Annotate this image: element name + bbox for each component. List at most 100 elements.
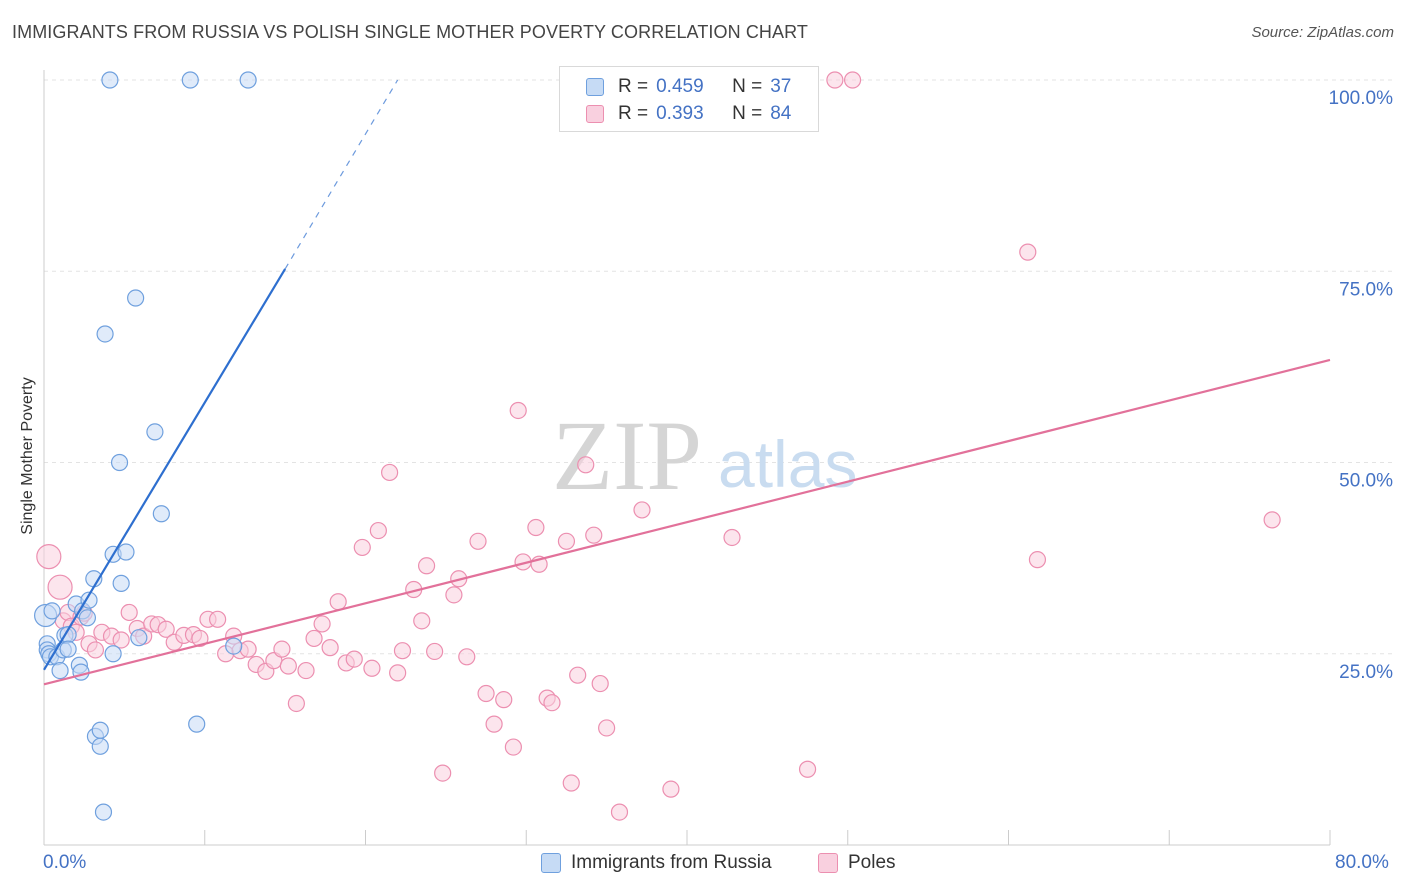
- poles-point: [112, 631, 130, 649]
- poles-point: [458, 648, 476, 666]
- russia-point: [43, 602, 61, 620]
- poles-point: [305, 629, 323, 648]
- russia-point: [239, 71, 257, 89]
- russia-point: [91, 721, 109, 739]
- series-label-poles: Poles: [848, 852, 896, 873]
- y-tick-label: 75.0%: [1339, 279, 1393, 300]
- poles-point: [1019, 243, 1037, 261]
- poles-point: [633, 501, 651, 519]
- poles-point: [36, 543, 62, 570]
- russia-point: [91, 737, 109, 755]
- russia-point: [181, 71, 199, 89]
- poles-point: [557, 532, 576, 550]
- poles-point: [434, 764, 452, 782]
- gridlines: [44, 79, 1395, 655]
- correlation-legend: R = 0.459 N = 37 R = 0.393 N = 84: [559, 66, 819, 132]
- poles-point: [345, 650, 363, 668]
- russia-point: [117, 543, 135, 561]
- poles-point: [591, 674, 609, 693]
- poles-point: [527, 518, 545, 537]
- poles-point: [120, 603, 138, 622]
- y-tick-labels: 100.0% 75.0% 50.0% 25.0%: [1329, 88, 1394, 683]
- poles-point: [477, 684, 495, 703]
- poles-point: [313, 615, 331, 633]
- legend-swatch-poles: [586, 105, 604, 123]
- watermark-zip: ZIP: [552, 400, 702, 511]
- series-legend-russia: Immigrants from Russia: [541, 852, 772, 874]
- russia-trend-extension: [284, 79, 399, 270]
- poles-point: [577, 456, 595, 474]
- poles-point: [239, 640, 257, 658]
- legend-r-value: 0.393: [656, 103, 704, 124]
- series-label-russia: Immigrants from Russia: [571, 852, 772, 873]
- legend-r-value: 0.459: [656, 76, 704, 97]
- trend-lines: [43, 79, 1331, 686]
- poles-point: [321, 639, 339, 657]
- poles-trend-line: [43, 358, 1331, 686]
- legend-n-value: 84: [770, 103, 792, 124]
- russia-point: [112, 574, 130, 592]
- poles-point: [363, 659, 381, 677]
- legend-row-poles: R = 0.393 N = 84: [586, 100, 791, 128]
- russia-point: [51, 661, 69, 680]
- y-tick-label: 50.0%: [1339, 471, 1393, 492]
- poles-point: [47, 574, 73, 600]
- poles-point: [1028, 551, 1047, 569]
- russia-point: [96, 325, 114, 343]
- poles-point: [273, 640, 291, 658]
- poles-point: [417, 557, 436, 575]
- poles-point: [413, 612, 431, 630]
- legend-n-label: N =: [732, 103, 763, 124]
- russia-point: [94, 803, 113, 821]
- russia-point: [225, 637, 243, 655]
- x-tick-label-min: 0.0%: [43, 852, 87, 873]
- poles-point: [86, 641, 105, 659]
- poles-point: [393, 642, 412, 660]
- poles-point: [157, 620, 175, 638]
- watermark-atlas: atlas: [718, 427, 857, 501]
- poles-point: [381, 463, 399, 482]
- russia-point: [59, 640, 77, 658]
- poles-point: [598, 719, 616, 737]
- poles-point: [353, 538, 371, 557]
- x-tick-label-max: 80.0%: [1335, 852, 1389, 873]
- y-tick-label: 100.0%: [1329, 88, 1394, 109]
- poles-point: [509, 401, 527, 420]
- poles-point: [662, 780, 680, 798]
- poles-point: [209, 610, 227, 628]
- poles-point: [610, 803, 629, 821]
- source-label: Source: ZipAtlas.com: [1251, 24, 1394, 41]
- series-swatch-poles: [818, 853, 838, 873]
- series-legend-poles: Poles: [818, 852, 896, 874]
- poles-point: [426, 642, 444, 661]
- poles-point: [826, 71, 844, 89]
- poles-point: [1263, 511, 1281, 529]
- poles-point: [297, 661, 315, 680]
- poles-point: [543, 694, 561, 712]
- legend-n-label: N =: [732, 76, 763, 97]
- poles-point: [279, 657, 297, 675]
- poles-point: [191, 629, 209, 648]
- russia-point: [110, 453, 129, 472]
- legend-swatch-russia: [586, 78, 604, 96]
- legend-r-label: R =: [618, 76, 649, 97]
- russia-point: [146, 423, 164, 441]
- poles-point: [445, 586, 463, 604]
- poles-point: [495, 691, 513, 709]
- poles-point: [329, 593, 347, 611]
- watermark: ZIP atlas: [552, 400, 857, 511]
- data-points: [34, 71, 1281, 821]
- russia-point: [188, 715, 206, 733]
- russia-point: [130, 629, 148, 647]
- poles-point: [485, 715, 503, 733]
- russia-trend-line: [43, 268, 287, 671]
- poles-point: [569, 666, 587, 684]
- legend-row-russia: R = 0.459 N = 37: [586, 73, 791, 101]
- poles-point: [562, 774, 580, 792]
- x-tick-marks: [43, 830, 1331, 845]
- legend-n-value: 37: [770, 76, 792, 97]
- russia-point: [152, 505, 170, 523]
- poles-point: [287, 694, 305, 713]
- russia-point: [72, 663, 90, 681]
